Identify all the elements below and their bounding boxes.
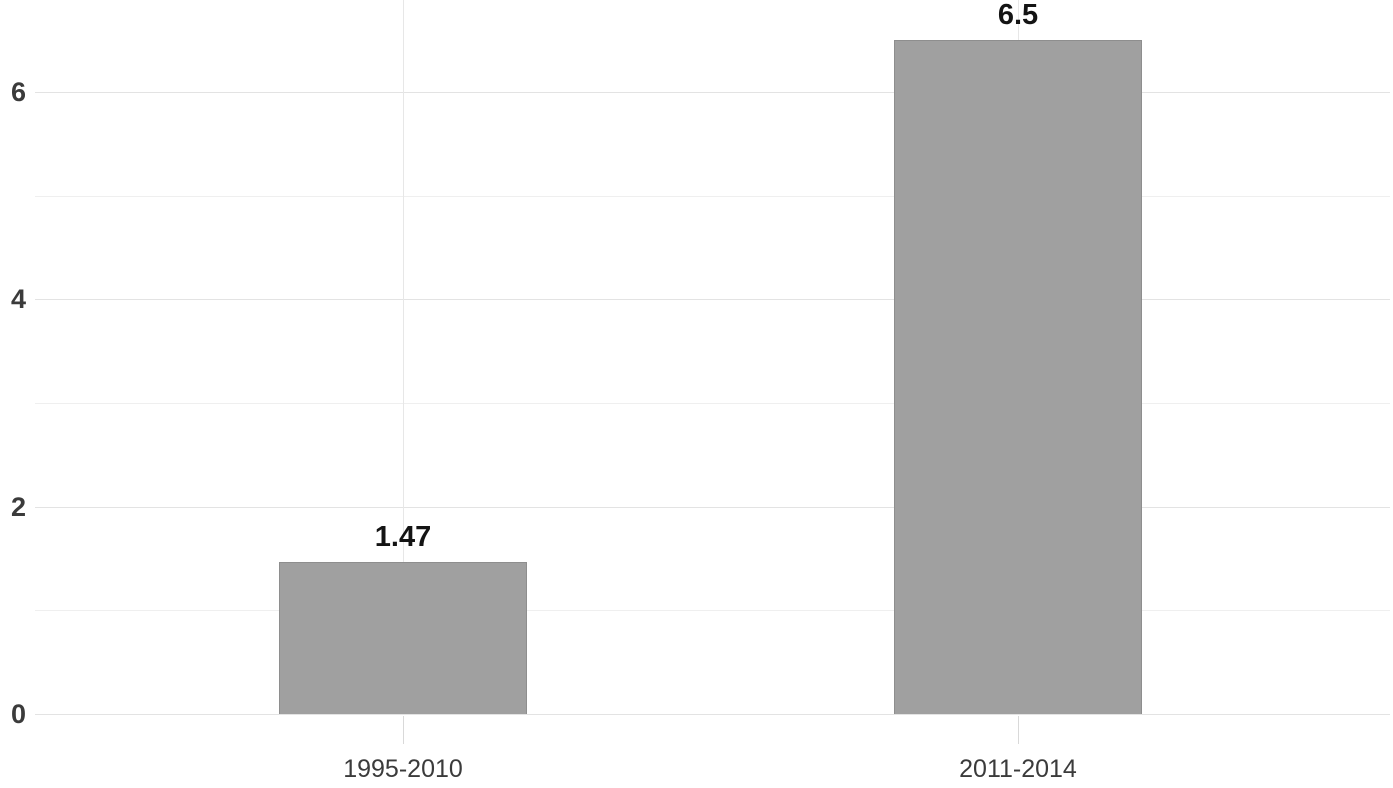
gridline-major bbox=[35, 92, 1390, 93]
bar-value-label: 6.5 bbox=[997, 0, 1039, 31]
gridline-minor bbox=[35, 196, 1390, 197]
gridline-major bbox=[35, 714, 1390, 715]
y-axis-tick-label: 6 bbox=[10, 77, 26, 107]
gridline-minor bbox=[35, 610, 1390, 611]
gridline-minor bbox=[35, 403, 1390, 404]
bar bbox=[279, 562, 527, 714]
bar-value-label: 1.47 bbox=[374, 521, 432, 553]
gridline-major bbox=[35, 299, 1390, 300]
y-axis-tick-label: 4 bbox=[10, 284, 26, 314]
y-axis-tick-label: 2 bbox=[10, 492, 26, 522]
x-axis-tick-label: 2011-2014 bbox=[959, 755, 1077, 783]
bar bbox=[894, 40, 1142, 714]
x-axis-tick bbox=[403, 716, 404, 744]
y-axis-tick-label: 0 bbox=[10, 699, 26, 729]
x-axis-tick-label: 1995-2010 bbox=[343, 755, 463, 783]
x-axis-tick bbox=[1018, 716, 1019, 744]
vertical-gridline bbox=[403, 0, 404, 714]
gridline-major bbox=[35, 507, 1390, 508]
